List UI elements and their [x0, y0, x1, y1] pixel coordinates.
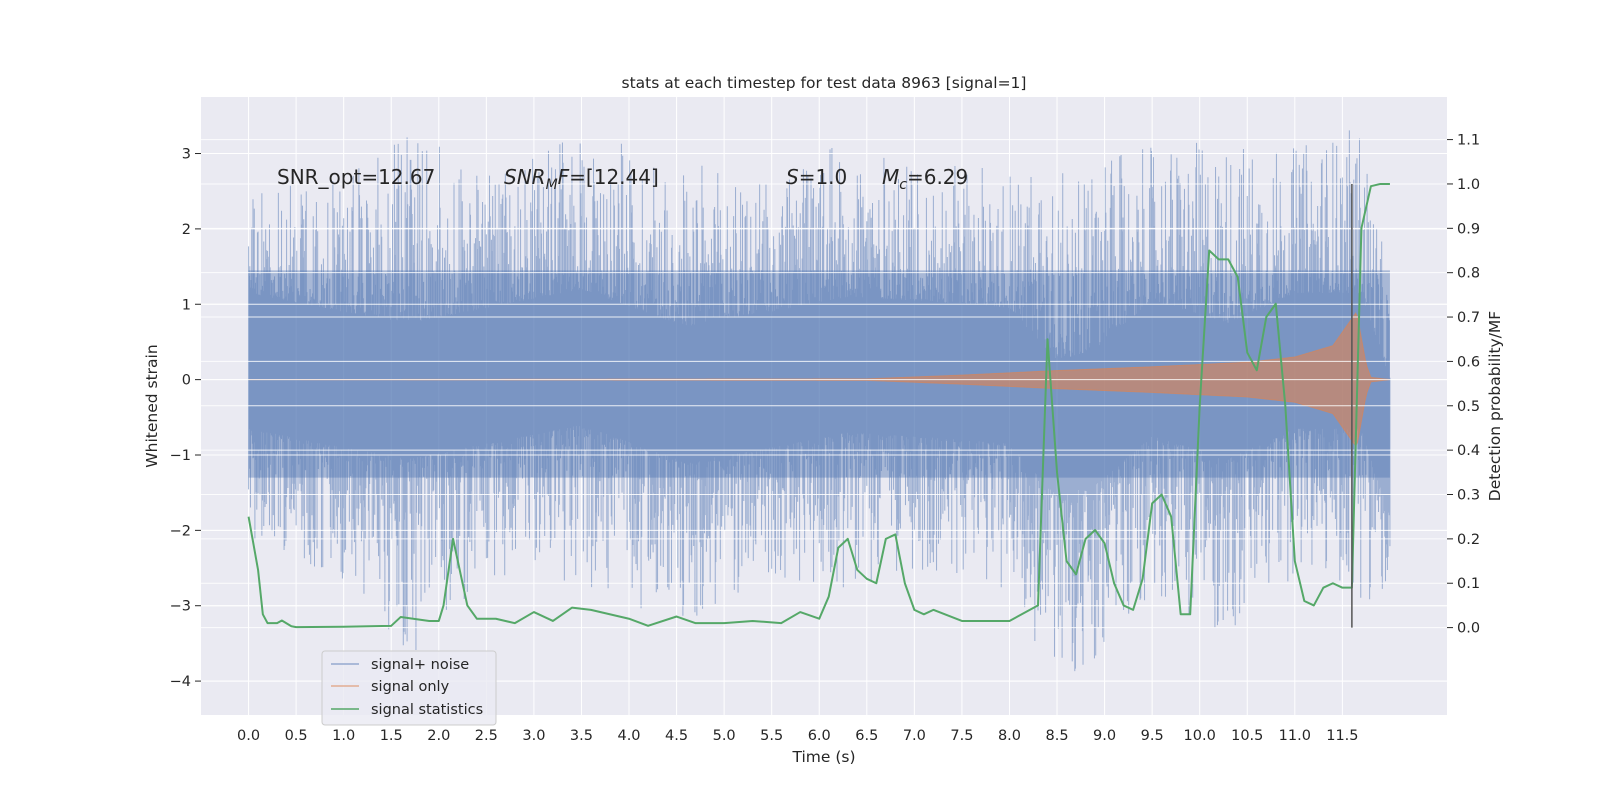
x-tick-label-23: 11.5	[1326, 728, 1358, 744]
x-tick-label-15: 7.5	[950, 728, 973, 744]
signal-statistics-series	[247, 182, 1390, 629]
x-tick-label-20: 10.0	[1184, 728, 1216, 744]
x-tick-label-16: 8.0	[998, 728, 1021, 744]
y2-tick-label-8: 0.8	[1457, 266, 1480, 282]
y-axis-ticks: −4 −3 −2 −1 0 1 2 3	[170, 147, 201, 690]
x-tick-label-18: 9.0	[1093, 728, 1116, 744]
annotations: SNR_opt=12.67 SNRMF=[12.44] S=1.0 Mc=6.2…	[277, 165, 968, 193]
chart-title: stats at each timestep for test data 896…	[622, 74, 1027, 92]
y-tick-label-7: 3	[182, 147, 191, 163]
y-tick-label-1: −3	[170, 599, 191, 615]
y2-tick-label-6: 0.6	[1457, 354, 1480, 370]
legend-label-signal-only: signal only	[371, 679, 450, 695]
y2-tick-label-1: 0.1	[1457, 576, 1480, 592]
x-tick-label-11: 5.5	[760, 728, 783, 744]
y2-tick-label-9: 0.9	[1457, 221, 1480, 237]
y2-tick-label-7: 0.7	[1457, 310, 1480, 326]
y-tick-label-4: 0	[182, 373, 191, 389]
signal-statistics-line	[247, 182, 1390, 629]
annotation-snr-mf-value: =[12.44]	[569, 165, 659, 189]
signal-noise-core	[248, 270, 1390, 478]
y2-tick-label-10: 1.0	[1457, 177, 1480, 193]
x-axis-ticks: 0.0 0.5 1.0 1.5 2.0 2.5 3.0 3.5 4.0 4.5 5.0 5.5 6.0 6…	[237, 728, 1358, 744]
annotation-s: S=1.0	[786, 165, 847, 189]
x-tick-label-8: 4.0	[617, 728, 640, 744]
x-tick-label-21: 10.5	[1231, 728, 1263, 744]
y2-tick-label-3: 0.3	[1457, 488, 1480, 504]
x-tick-label-19: 9.5	[1141, 728, 1164, 744]
x-tick-label-5: 2.5	[475, 728, 498, 744]
annotation-s-value: =1.0	[799, 165, 848, 189]
x-tick-label-6: 3.0	[522, 728, 545, 744]
annotation-mc-value: =6.29	[907, 165, 968, 189]
x-tick-label-9: 4.5	[665, 728, 688, 744]
y-tick-label-5: 1	[182, 297, 191, 313]
x-tick-label-14: 7.0	[903, 728, 926, 744]
x-tick-label-3: 1.5	[380, 728, 403, 744]
legend-label-signal-noise: signal+ noise	[371, 657, 469, 673]
y2-tick-label-4: 0.4	[1457, 443, 1480, 459]
x-tick-label-7: 3.5	[570, 728, 593, 744]
legend-label-signal-statistics: signal statistics	[371, 702, 483, 718]
x-tick-label-13: 6.5	[855, 728, 878, 744]
y2-tick-label-5: 0.5	[1457, 399, 1480, 415]
annotation-snr-opt: SNR_opt=12.67	[277, 165, 435, 189]
x-tick-label-12: 6.0	[808, 728, 831, 744]
annotation-mc: Mc=6.29	[882, 165, 968, 193]
y2-tick-label-2: 0.2	[1457, 532, 1480, 548]
x-tick-label-1: 0.5	[285, 728, 308, 744]
annotation-snr-mf: SNRMF=[12.44]	[504, 165, 659, 193]
x-tick-label-2: 1.0	[332, 728, 355, 744]
y-tick-label-2: −2	[170, 523, 191, 539]
x-tick-label-17: 8.5	[1045, 728, 1068, 744]
x-tick-label-22: 11.0	[1279, 728, 1311, 744]
y2-tick-label-11: 1.1	[1457, 133, 1480, 149]
y-tick-label-3: −1	[170, 448, 191, 464]
x-tick-label-10: 5.0	[713, 728, 736, 744]
signal-only-series	[201, 139, 1447, 682]
y2-axis-ticks: 0.0 0.1 0.2 0.3 0.4 0.5 0.6 0.7 0.8 0.9 1.0 1.1	[1447, 133, 1480, 637]
legend: signal+ noise signal only signal statist…	[321, 650, 497, 726]
y-axis-title: Whitened strain	[143, 344, 161, 467]
x-axis-title: Time (s)	[791, 748, 855, 766]
y-tick-label-0: −4	[170, 674, 191, 690]
y-tick-label-6: 2	[182, 222, 191, 238]
legend-box	[321, 650, 497, 726]
x-tick-label-0: 0.0	[237, 728, 260, 744]
y2-axis-title: Detection probability/MF	[1486, 311, 1504, 502]
x-tick-label-4: 2.0	[427, 728, 450, 744]
y2-tick-label-0: 0.0	[1457, 621, 1480, 637]
